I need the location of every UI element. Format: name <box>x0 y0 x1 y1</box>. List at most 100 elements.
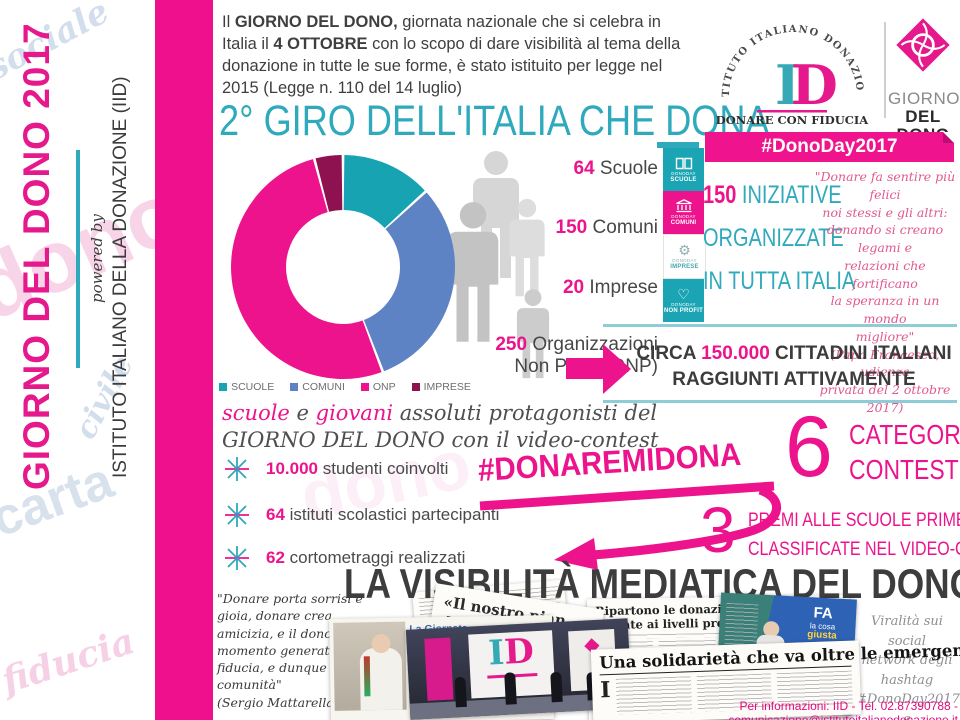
sidebar-divider-line <box>76 150 80 368</box>
intro-text: giornata nazionale che si celebra in Ita… <box>222 13 661 53</box>
badge-nonprofit: ♡ DONODAY NON PROFIT <box>663 279 704 322</box>
chart-legend: SCUOLE COMUNI ONP IMPRESE <box>219 381 471 393</box>
intro-bold: 4 OTTOBRE <box>273 34 368 53</box>
asterisk-icon <box>225 546 249 570</box>
solidarieta-headline: Una solidarietà che va oltre le emergenz… <box>598 640 960 676</box>
asterisk-icon <box>225 457 249 481</box>
legend-swatch <box>290 383 299 391</box>
hashtag-arrow-icon <box>479 481 782 570</box>
stat-label: Comuni <box>587 217 658 238</box>
badge-imprese: ⚙ DONODAY IMPRESE <box>663 234 706 279</box>
pope-photo <box>333 621 407 711</box>
donut-segment-imprese <box>315 155 343 212</box>
logo-divider <box>884 22 886 118</box>
intro-paragraph: Il GIORNO DEL DONO, giornata nazionale c… <box>222 12 700 100</box>
intro-text: con lo scopo di dare visibilità al tema … <box>222 34 681 97</box>
badge-name-label: IMPRESE <box>670 264 699 270</box>
bank-icon <box>675 199 692 213</box>
bullet-number: 62 <box>266 548 285 567</box>
protagonists-text: scuole e giovani assoluti protagonisti d… <box>222 400 658 455</box>
bullet-cortometraggi: 62 cortometraggi realizzati <box>224 545 465 571</box>
badge-top-label: DONODAY <box>671 302 696 307</box>
legend-item-imprese: IMPRESE <box>411 381 471 393</box>
donoday-banner: #DonoDay2017 <box>705 132 954 162</box>
bullet-label: studenti coinvolti <box>318 459 449 478</box>
protagonists-text-part: assoluti protagonisti del <box>393 401 658 425</box>
legend-swatch <box>411 383 420 391</box>
bullet-label: istituti scolastici partecipanti <box>284 505 500 524</box>
protagonists-giovani: giovani <box>315 401 394 425</box>
stat-value: 64 <box>573 158 595 179</box>
stat-value: 150 <box>555 217 588 238</box>
stat-value: 20 <box>562 277 585 298</box>
badge-scuole: DONODAY SCUOLE <box>663 148 704 191</box>
donut-segment-comuni <box>363 192 456 372</box>
iniziative-word: ORGANIZZATE <box>703 224 844 252</box>
premi-line: CLASSIFICATE NEL VIDEO-CONTEST <box>748 538 960 561</box>
donut-segment-onp <box>231 159 382 379</box>
sidebar-pink-bar <box>155 0 213 720</box>
badge-top-label: DONODAY <box>671 170 696 176</box>
tv-id-letter-d: D <box>503 631 535 673</box>
title-underline <box>657 142 699 148</box>
protagonists-scuole: scuole <box>222 401 290 425</box>
stat-imprese: 20 Imprese <box>480 277 658 299</box>
gears-icon: ⚙ <box>678 242 691 258</box>
badge-strip: DONODAY SCUOLE DONODAY COMUNI ⚙ DONODAY … <box>663 148 706 322</box>
stat-comuni: 150 Comuni <box>480 217 658 239</box>
watermark-word: fiducia <box>0 619 140 703</box>
protagonists-text-part: e <box>289 401 316 425</box>
intro-text: Il <box>222 13 235 31</box>
asterisk-icon <box>225 503 249 527</box>
reach-pre: CIRCA <box>636 343 702 364</box>
legend-item-comuni: COMUNI <box>290 381 345 393</box>
reach-divider-top <box>603 324 957 327</box>
iniziative-word: IN TUTTA ITALIA <box>703 267 856 295</box>
powered-by-label: powered by <box>88 214 106 303</box>
papa-quote: "Donare fa sentire più felici noi stessi… <box>814 169 956 415</box>
svg-text:I: I <box>775 53 800 117</box>
badge-name-label: NON PROFIT <box>664 308 703 314</box>
logo-word-giorno: GIORNO <box>888 89 960 108</box>
intro-bold: GIORNO DEL DONO, <box>234 13 398 31</box>
badge-name-label: COMUNI <box>670 220 697 226</box>
legend-item-onp: ONP <box>360 381 396 393</box>
donut-chart <box>231 155 456 379</box>
donut-segment-scuole <box>343 155 425 229</box>
reach-text: CIRCA 150.000 CITTADINI ITALIANI RAGGIUN… <box>630 341 958 392</box>
iniziative-number: 150 <box>703 181 737 209</box>
protagonists-line2: GIORNO DEL DONO con il video-contest <box>222 428 659 453</box>
reach-post: CITTADINI ITALIANI <box>769 343 952 364</box>
contest-number-6: 6 <box>785 399 833 495</box>
book-icon <box>675 157 692 169</box>
stat-label: Scuole <box>594 158 658 179</box>
contest-line: CATEGORIE <box>849 419 960 450</box>
contest-labels: CATEGORIE CONTEST <box>849 417 960 487</box>
page-title: 2° GIRO DELL'ITALIA CHE DONA <box>219 97 770 145</box>
stat-label: Imprese <box>584 277 658 298</box>
footer-contact: Per informazioni: IID - Tel. 02.87390788… <box>728 699 958 720</box>
social-virality-text: Viralità sui social network degli hashta… <box>856 614 960 720</box>
mattarella-quote: "Donare porta sorrisi e gioia, donare cr… <box>217 591 364 710</box>
iniziative-block: 150 INIZIATIVE ORGANIZZATE IN TUTTA ITAL… <box>703 174 855 303</box>
banner-fold <box>943 132 954 143</box>
premi-number-3: 3 <box>700 494 736 566</box>
bullet-number: 64 <box>266 505 285 524</box>
contest-line: CONTEST <box>849 454 959 485</box>
iid-logo: ISTITUTO ITALIANO DONAZIONE I D DONARE C… <box>705 10 870 127</box>
badge-top-label: DONODAY <box>671 214 696 219</box>
svg-text:DONARE CON FIDUCIA: DONARE CON FIDUCIA <box>716 113 870 127</box>
legend-swatch <box>219 383 228 391</box>
sidebar-title: GIORNO DEL DONO 2017 <box>16 22 57 490</box>
premi-line: PREMI ALLE SCUOLE PRIME <box>748 509 960 531</box>
donoday-banner-label: #DonoDay2017 <box>761 136 898 157</box>
stat-scuole: 64 Scuole <box>480 158 658 180</box>
bullet-istituti: 64 istituti scolastici partecipanti <box>224 502 499 528</box>
badge-top-label: DONODAY <box>672 258 697 263</box>
legend-swatch <box>360 383 369 391</box>
bullet-label: cortometraggi realizzati <box>284 548 466 567</box>
reach-number: 150.000 <box>701 343 770 364</box>
bullet-studenti: 10.000 studenti coinvolti <box>224 456 448 482</box>
sidebar-org-label: ISTITUTO ITALIANO DELLA DONAZIONE (IID) <box>110 76 131 478</box>
